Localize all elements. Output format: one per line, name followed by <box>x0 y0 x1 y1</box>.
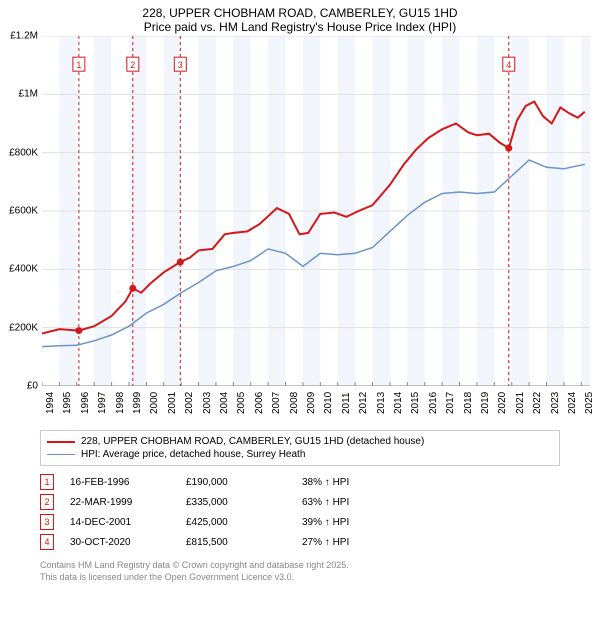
x-tick-label: 2012 <box>358 392 369 414</box>
x-tick-label: 1998 <box>115 392 126 414</box>
legend-label: HPI: Average price, detached house, Surr… <box>81 449 305 460</box>
marker-number-badge: 1 <box>40 474 54 490</box>
marker-table: 1 16-FEB-1996 £190,000 38% ↑ HPI 2 22-MAR-199… <box>40 472 560 552</box>
legend-swatch <box>47 454 75 455</box>
marker-table-row: 2 22-MAR-1999 £335,000 63% ↑ HPI <box>40 492 560 512</box>
x-tick-label: 2017 <box>445 392 456 414</box>
x-tick-label: 2001 <box>167 392 178 414</box>
y-tick-label: £600K <box>9 206 42 217</box>
chart-svg: 1 2 3 4 <box>42 36 590 386</box>
marker-price: £335,000 <box>186 497 286 508</box>
legend-swatch <box>47 441 75 443</box>
marker-date: 14-DEC-2001 <box>70 517 170 528</box>
y-tick-label: £800K <box>9 147 42 158</box>
marker-price: £425,000 <box>186 517 286 528</box>
x-tick-label: 2003 <box>202 392 213 414</box>
x-tick-label: 2021 <box>515 392 526 414</box>
x-tick-label: 2000 <box>149 392 160 414</box>
x-tick-label: 1997 <box>97 392 108 414</box>
x-tick-label: 2024 <box>567 392 578 414</box>
marker-price: £815,500 <box>186 537 286 548</box>
x-tick-label: 2008 <box>289 392 300 414</box>
marker-change: 27% ↑ HPI <box>302 537 402 548</box>
footer-line2: This data is licensed under the Open Gov… <box>40 572 560 584</box>
marker-price: £190,000 <box>186 477 286 488</box>
chart-title-line2: Price paid vs. HM Land Registry's House … <box>0 20 600 36</box>
svg-text:2: 2 <box>130 60 135 70</box>
y-tick-label: £200K <box>9 322 42 333</box>
x-tick-label: 2014 <box>393 392 404 414</box>
x-tick-label: 2022 <box>532 392 543 414</box>
x-tick-label: 2025 <box>584 392 595 414</box>
svg-text:4: 4 <box>506 60 511 70</box>
marker-number-badge: 4 <box>40 534 54 550</box>
x-tick-label: 1994 <box>45 392 56 414</box>
x-tick-label: 2010 <box>323 392 334 414</box>
legend: 228, UPPER CHOBHAM ROAD, CAMBERLEY, GU15… <box>40 430 560 466</box>
y-tick-label: £0 <box>27 381 42 392</box>
marker-table-row: 1 16-FEB-1996 £190,000 38% ↑ HPI <box>40 472 560 492</box>
x-tick-label: 2006 <box>254 392 265 414</box>
x-tick-label: 2009 <box>306 392 317 414</box>
marker-number-badge: 2 <box>40 494 54 510</box>
marker-change: 38% ↑ HPI <box>302 477 402 488</box>
legend-label: 228, UPPER CHOBHAM ROAD, CAMBERLEY, GU15… <box>81 436 424 447</box>
chart-plot-area: 1234 £0£200K£400K£600K£800K£1M£1.2M <box>42 36 590 386</box>
y-tick-label: £1M <box>19 89 42 100</box>
x-tick-label: 1995 <box>62 392 73 414</box>
x-tick-label: 2019 <box>480 392 491 414</box>
x-axis-labels: 1994 1995 1996 1997 1998 1999 2000 2001 2002 2003… <box>42 386 590 426</box>
x-tick-label: 2002 <box>184 392 195 414</box>
y-tick-label: £1.2M <box>10 31 42 42</box>
y-tick-label: £400K <box>9 264 42 275</box>
marker-date: 16-FEB-1996 <box>70 477 170 488</box>
marker-number-badge: 3 <box>40 514 54 530</box>
x-tick-label: 2011 <box>341 392 352 414</box>
svg-text:3: 3 <box>178 60 183 70</box>
chart-container: 228, UPPER CHOBHAM ROAD, CAMBERLEY, GU15… <box>0 0 600 620</box>
marker-table-row: 3 14-DEC-2001 £425,000 39% ↑ HPI <box>40 512 560 532</box>
legend-item: 228, UPPER CHOBHAM ROAD, CAMBERLEY, GU15… <box>47 435 553 448</box>
marker-change: 63% ↑ HPI <box>302 497 402 508</box>
legend-item: HPI: Average price, detached house, Surr… <box>47 448 553 461</box>
marker-date: 30-OCT-2020 <box>70 537 170 548</box>
footer-line1: Contains HM Land Registry data © Crown c… <box>40 560 560 572</box>
x-tick-label: 2018 <box>463 392 474 414</box>
svg-text:1: 1 <box>76 60 81 70</box>
marker-date: 22-MAR-1999 <box>70 497 170 508</box>
x-tick-label: 2013 <box>376 392 387 414</box>
x-tick-label: 2023 <box>550 392 561 414</box>
x-tick-label: 2007 <box>271 392 282 414</box>
footer-attribution: Contains HM Land Registry data © Crown c… <box>40 560 560 583</box>
chart-title-line1: 228, UPPER CHOBHAM ROAD, CAMBERLEY, GU15… <box>0 0 600 20</box>
x-tick-label: 2015 <box>410 392 421 414</box>
x-tick-label: 2005 <box>236 392 247 414</box>
x-tick-label: 1996 <box>80 392 91 414</box>
marker-change: 39% ↑ HPI <box>302 517 402 528</box>
marker-table-row: 4 30-OCT-2020 £815,500 27% ↑ HPI <box>40 532 560 552</box>
x-tick-label: 2020 <box>497 392 508 414</box>
x-tick-label: 2016 <box>428 392 439 414</box>
x-tick-label: 1999 <box>132 392 143 414</box>
x-tick-label: 2004 <box>219 392 230 414</box>
